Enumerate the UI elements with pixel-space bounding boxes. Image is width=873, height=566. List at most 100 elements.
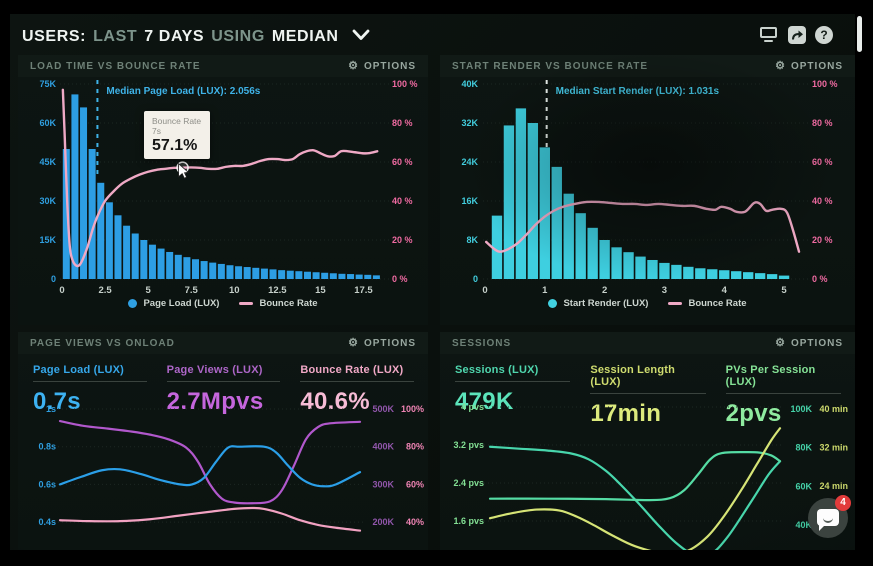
series-line: [58, 419, 362, 505]
x-axis-tick: 15: [315, 285, 326, 296]
load-time-histogram-chart: 75K 60K 45K 30K 15K 0 100 % 80 % 60 % 40 % 20 % 0 %…: [39, 79, 417, 296]
axis-tick: 60%: [406, 479, 424, 489]
panel-header: PAGE VIEWS VS ONLOAD ⚙ OPTIONS: [18, 332, 428, 354]
axis-tick: 32 min: [819, 443, 848, 453]
options-button[interactable]: ⚙ OPTIONS: [775, 338, 843, 349]
histogram-bar: [62, 149, 70, 279]
y-axis-tick: 45K: [39, 157, 56, 167]
histogram-bar: [200, 261, 208, 279]
axis-tick: 4 pvs: [461, 402, 484, 412]
options-button[interactable]: ⚙ OPTIONS: [348, 338, 416, 349]
metric-label: Sessions (LUX): [455, 364, 539, 376]
y-axis-tick: 32K: [461, 118, 478, 128]
metric-label: Session Length (LUX): [590, 364, 676, 388]
y-axis-tick: 0: [51, 274, 56, 284]
metrics-row: Page Load (LUX) 0.7s Page Views (LUX) 2.…: [18, 364, 428, 416]
y2-axis-tick: 0 %: [812, 274, 828, 284]
title-using: USING: [211, 28, 265, 45]
histogram-bar: [635, 256, 646, 279]
axis-tick: 0.8s: [38, 442, 56, 452]
y-axis-tick: 30K: [39, 196, 56, 206]
sessions-line-chart: 4 pvs 3.2 pvs 2.4 pvs 1.6 pvs 100K 80K 60K 40K 4…: [453, 402, 848, 550]
title-median: MEDIAN: [271, 28, 339, 45]
x-axis-tick: 5: [781, 285, 787, 296]
chat-launcher-button[interactable]: 4: [808, 495, 851, 538]
histogram-bar: [731, 271, 742, 279]
histogram-bar: [217, 263, 225, 279]
histogram-bar: [131, 233, 139, 279]
metric-sessions: Sessions (LUX) 479K: [455, 364, 571, 428]
axis-tick: 60K: [795, 481, 812, 491]
title-last: LAST: [93, 28, 138, 45]
page-views-onload-line-chart: 1s 0.8s 0.6s 0.4s 500K 400K 300K 200K 100% 80% 60%…: [38, 404, 424, 532]
panel-title: LOAD TIME VS BOUNCE RATE: [30, 60, 201, 72]
legend-item: Start Render (LUX): [548, 298, 648, 309]
y-axis-tick: 15K: [39, 235, 56, 245]
y2-axis-tick: 60 %: [812, 157, 833, 167]
axis-tick: 1s: [46, 404, 56, 414]
y-axis-tick: 0: [473, 274, 478, 284]
metric-label: Page Views (LUX): [166, 364, 263, 376]
panel-header: START RENDER VS BOUNCE RATE ⚙ OPTIONS: [440, 55, 855, 77]
bounce-rate-line: [484, 200, 801, 253]
y-axis-tick: 60K: [39, 118, 56, 128]
histogram-bar: [105, 202, 113, 279]
options-button[interactable]: ⚙ OPTIONS: [348, 61, 416, 72]
options-label: OPTIONS: [790, 337, 843, 349]
axis-tick: 24 min: [819, 481, 848, 491]
y2-axis-tick: 40 %: [812, 196, 833, 206]
panel-title: START RENDER VS BOUNCE RATE: [452, 60, 649, 72]
title-users: USERS:: [22, 28, 87, 45]
metric-value: 0.7s: [33, 388, 81, 415]
metric-label: Page Load (LUX): [33, 364, 125, 376]
panel-header: SESSIONS ⚙ OPTIONS: [440, 332, 855, 354]
start-render-histogram-chart: 40K 32K 24K 16K 8K 0 100 % 80 % 60 % 40 % 20 % 0 % 0…: [461, 79, 837, 296]
panel-sessions: SESSIONS ⚙ OPTIONS Sessions (LUX) 479K S…: [440, 332, 855, 550]
legend: Page Load (LUX) Bounce Rate: [18, 298, 428, 309]
y-axis-tick: 8K: [466, 235, 478, 245]
series-line: [488, 427, 782, 550]
tooltip-title: Bounce Rate: [152, 116, 202, 126]
histogram-bar: [778, 275, 790, 279]
tooltip-x-value: 7s: [152, 126, 161, 136]
title-seven-days: 7 DAYS: [144, 28, 205, 45]
metric-divider: [33, 381, 147, 382]
chat-bubble-icon: [817, 509, 839, 531]
chevron-down-icon[interactable]: [352, 28, 370, 46]
metrics-row: Sessions (LUX) 479K Session Length (LUX)…: [440, 364, 855, 428]
histogram-bar: [611, 247, 622, 279]
axis-tick: 0.6s: [38, 479, 56, 489]
histogram-bar: [269, 269, 277, 279]
histogram-bar: [347, 274, 355, 279]
metric-value: 479K: [455, 388, 514, 415]
histogram-bar: [80, 107, 88, 280]
help-icon[interactable]: ?: [815, 26, 833, 44]
axis-tick: 400K: [372, 442, 394, 452]
y-axis-tick: 24K: [461, 157, 478, 167]
x-axis-tick: 2: [602, 285, 607, 296]
x-axis-tick: 2.5: [98, 285, 112, 296]
axis-tick: 300K: [372, 479, 394, 489]
histogram-bar: [295, 271, 303, 279]
x-axis-tick: 7.5: [185, 285, 199, 296]
metric-divider: [300, 381, 415, 382]
histogram-bar: [97, 182, 105, 279]
gear-icon: ⚙: [775, 337, 786, 349]
histogram-bar: [719, 270, 730, 279]
histogram-bar: [88, 149, 96, 279]
options-button[interactable]: ⚙ OPTIONS: [775, 61, 843, 72]
y2-axis-tick: 0 %: [392, 274, 408, 284]
metric-label: PVs Per Session (LUX): [725, 364, 816, 388]
y2-axis-tick: 60 %: [392, 157, 413, 167]
page-header: USERS: LAST 7 DAYS USING MEDIAN: [22, 22, 370, 52]
histogram-bar: [123, 225, 131, 279]
histogram-bar: [192, 259, 200, 279]
x-axis-tick: 3: [662, 285, 667, 296]
scrollbar-thumb[interactable]: [857, 16, 862, 52]
histogram-bar: [252, 267, 260, 279]
share-icon[interactable]: [788, 26, 806, 44]
metric-divider: [590, 393, 706, 394]
mouse-cursor-icon: [178, 162, 190, 179]
monitor-icon[interactable]: [760, 26, 779, 44]
legend-dot-icon: [128, 299, 138, 308]
